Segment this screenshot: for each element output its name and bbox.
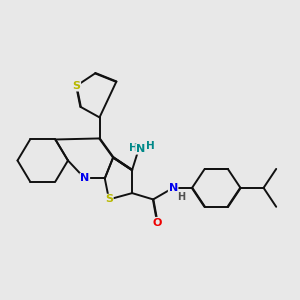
Text: S: S	[105, 194, 113, 204]
Text: N: N	[136, 144, 145, 154]
Text: N: N	[80, 173, 89, 183]
Text: H: H	[177, 192, 185, 202]
Text: H: H	[146, 141, 154, 151]
Text: O: O	[153, 218, 162, 228]
Text: S: S	[72, 81, 80, 91]
Text: N: N	[169, 183, 178, 193]
Text: H: H	[129, 143, 137, 153]
